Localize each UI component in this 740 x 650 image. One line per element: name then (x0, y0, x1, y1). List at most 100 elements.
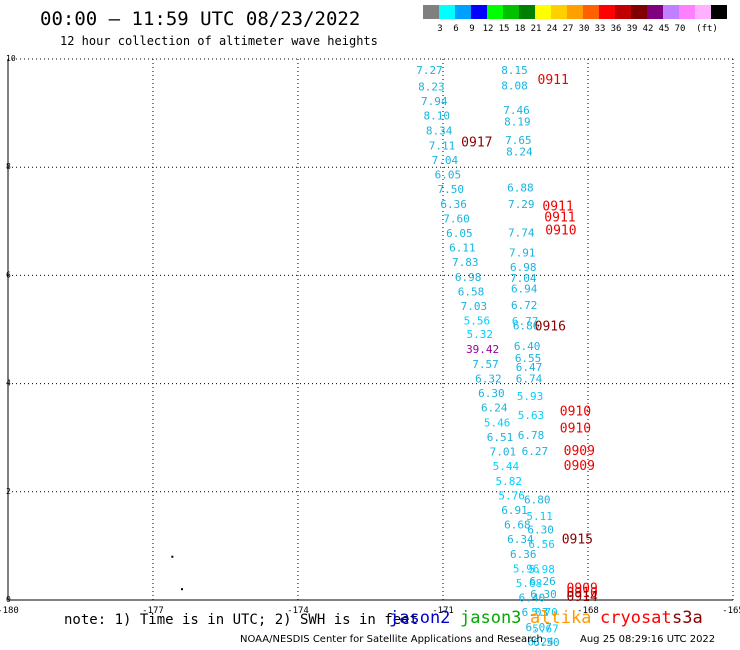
swh-label: 6.30 (530, 588, 557, 601)
page-subtitle: 12 hour collection of altimeter wave hei… (60, 34, 378, 48)
page-title: 00:00 – 11:59 UTC 08/23/2022 (40, 8, 361, 30)
swh-label: 6.74 (516, 373, 543, 386)
legend-unit: (ft) (696, 24, 718, 33)
swh-label: 8.34 (426, 125, 453, 138)
swh-label: 39.42 (466, 343, 499, 356)
time-label: 0911 (538, 73, 569, 88)
legend-swatch (647, 5, 663, 19)
legend-label: 18 (515, 24, 526, 33)
legend-swatch (615, 5, 631, 19)
swh-label: 6.26 (529, 575, 556, 588)
legend-swatch (631, 5, 647, 19)
swh-label: 6.05 (435, 169, 462, 182)
swh-label: 7.03 (461, 300, 488, 313)
swh-label: 7.60 (443, 212, 470, 225)
swh-label: 6.50 (533, 636, 560, 649)
y-tick-label: 0 (6, 595, 11, 604)
swh-label: 7.01 (490, 446, 517, 459)
legend-label: 36 (611, 24, 622, 33)
legend-swatch (455, 5, 471, 19)
y-tick-label: 10 (6, 54, 16, 63)
time-label: 0909 (567, 581, 598, 596)
legend-jason3: jason3 (460, 608, 522, 628)
swh-label: 6.30 (478, 387, 505, 400)
time-label: 0910 (567, 586, 598, 601)
legend-label: 24 (547, 24, 558, 33)
swh-label: 7.74 (508, 226, 535, 239)
legend-swatch (695, 5, 711, 19)
swh-label: 6.11 (449, 242, 476, 255)
legend-jason2: jason2 (389, 608, 451, 628)
swh-label: 7.65 (505, 134, 532, 147)
swh-label: 8.24 (506, 145, 533, 158)
data-point (181, 588, 183, 591)
swh-label: 7.83 (452, 256, 479, 269)
swh-label: 5.68 (516, 577, 543, 590)
swh-label: 6.40 (519, 592, 546, 605)
swh-label: 5.70 (531, 606, 558, 619)
swh-label: 6.07 (525, 621, 552, 634)
swh-label: 6.51 (487, 431, 514, 444)
swh-label: 6.40 (514, 340, 541, 353)
swh-label: 6.72 (511, 299, 538, 312)
x-tick-label: -174 (287, 606, 309, 616)
legend-swatch (423, 5, 439, 19)
swh-label: 5.82 (495, 475, 522, 488)
legend-swatch (503, 5, 519, 19)
y-tick-label: 8 (6, 162, 11, 171)
legend-swatch (711, 5, 727, 19)
swh-label: 8.23 (418, 80, 445, 93)
swh-label: 6.24 (481, 402, 508, 415)
swh-label: 6.24 (527, 635, 554, 648)
legend-label: 39 (627, 24, 638, 33)
legend-swatch (599, 5, 615, 19)
swh-label: 6.47 (516, 361, 543, 374)
swh-label: 6.98 (455, 271, 482, 284)
swh-label: 8.08 (501, 79, 528, 92)
swh-label: 5.56 (464, 315, 491, 328)
swh-label: 7.46 (503, 104, 530, 117)
swh-label: 6.77 (512, 315, 539, 328)
time-label: 0917 (461, 136, 492, 151)
time-label: 0916 (535, 320, 566, 335)
legend-label: 15 (499, 24, 510, 33)
legend-label: 21 (531, 24, 542, 33)
swh-label: 6.27 (522, 445, 549, 458)
swh-label: 5.63 (518, 409, 545, 422)
legend-label: 45 (659, 24, 670, 33)
swh-label: 6.36 (440, 198, 467, 211)
legend-swatch (535, 5, 551, 19)
y-tick-label: 4 (6, 379, 11, 388)
swh-label: 8.15 (501, 64, 528, 77)
swh-label: 5.98 (528, 563, 555, 576)
swh-label: 6.78 (518, 429, 545, 442)
legend-label: 30 (579, 24, 590, 33)
swh-label: 6.75 (529, 648, 556, 650)
time-label: 0911 (544, 210, 575, 225)
legend-swatch (679, 5, 695, 19)
swh-label: 6.36 (510, 548, 537, 561)
swh-label: 6.88 (507, 182, 534, 195)
swh-label: 6.58 (458, 285, 485, 298)
footer-credit: NOAA/NESDIS Center for Satellite Applica… (240, 634, 543, 645)
swh-label: 6.32 (475, 373, 502, 386)
legend-swatch (439, 5, 455, 19)
swh-label: 7.04 (432, 154, 459, 167)
swh-label: 6.34 (507, 533, 534, 546)
time-label: 0914 (567, 590, 598, 605)
swh-label: 5.11 (526, 510, 553, 523)
swh-label: 6.91 (501, 504, 528, 517)
swh-label: 7.04 (510, 272, 537, 285)
y-tick-label: 2 (6, 487, 11, 496)
legend-swatch (487, 5, 503, 19)
legend-label: 33 (595, 24, 606, 33)
swh-label: 5.67 (532, 622, 559, 635)
x-tick-label: -171 (432, 606, 454, 616)
swh-label: 8.10 (423, 110, 450, 123)
swh-label: 7.11 (429, 139, 456, 152)
swh-label: 6.68 (504, 519, 531, 532)
swh-label: 5.32 (466, 328, 493, 341)
swh-label: 5.76 (498, 489, 525, 502)
legend-cryosat: cryosat (600, 608, 672, 628)
